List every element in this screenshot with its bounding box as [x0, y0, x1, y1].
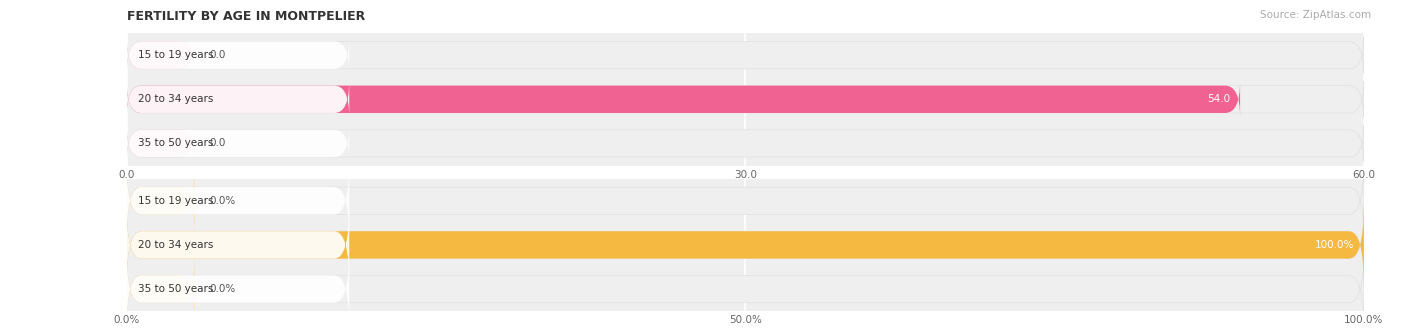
Text: 20 to 34 years: 20 to 34 years: [138, 240, 214, 250]
Text: Source: ZipAtlas.com: Source: ZipAtlas.com: [1260, 10, 1371, 20]
Text: 35 to 50 years: 35 to 50 years: [138, 284, 214, 294]
Text: 54.0: 54.0: [1208, 94, 1230, 104]
Text: 20 to 34 years: 20 to 34 years: [138, 94, 214, 104]
FancyBboxPatch shape: [127, 37, 194, 73]
FancyBboxPatch shape: [127, 206, 349, 284]
FancyBboxPatch shape: [127, 206, 1364, 284]
FancyBboxPatch shape: [127, 81, 349, 118]
FancyBboxPatch shape: [127, 81, 1240, 118]
FancyBboxPatch shape: [127, 162, 194, 240]
FancyBboxPatch shape: [127, 37, 349, 73]
Text: 0.0: 0.0: [209, 138, 226, 148]
Text: 0.0%: 0.0%: [209, 284, 236, 294]
Text: 100.0%: 100.0%: [1315, 240, 1354, 250]
FancyBboxPatch shape: [127, 125, 1364, 162]
Text: 0.0: 0.0: [209, 50, 226, 60]
FancyBboxPatch shape: [127, 162, 349, 240]
FancyBboxPatch shape: [127, 37, 1364, 73]
Text: 15 to 19 years: 15 to 19 years: [138, 50, 214, 60]
FancyBboxPatch shape: [127, 81, 1364, 118]
Text: 35 to 50 years: 35 to 50 years: [138, 138, 214, 148]
FancyBboxPatch shape: [127, 250, 194, 328]
Text: 0.0%: 0.0%: [209, 196, 236, 206]
FancyBboxPatch shape: [127, 250, 349, 328]
FancyBboxPatch shape: [127, 125, 349, 162]
FancyBboxPatch shape: [127, 206, 1364, 284]
Text: FERTILITY BY AGE IN MONTPELIER: FERTILITY BY AGE IN MONTPELIER: [127, 10, 364, 23]
FancyBboxPatch shape: [127, 162, 1364, 240]
FancyBboxPatch shape: [127, 250, 1364, 328]
FancyBboxPatch shape: [127, 125, 194, 162]
Text: 15 to 19 years: 15 to 19 years: [138, 196, 214, 206]
